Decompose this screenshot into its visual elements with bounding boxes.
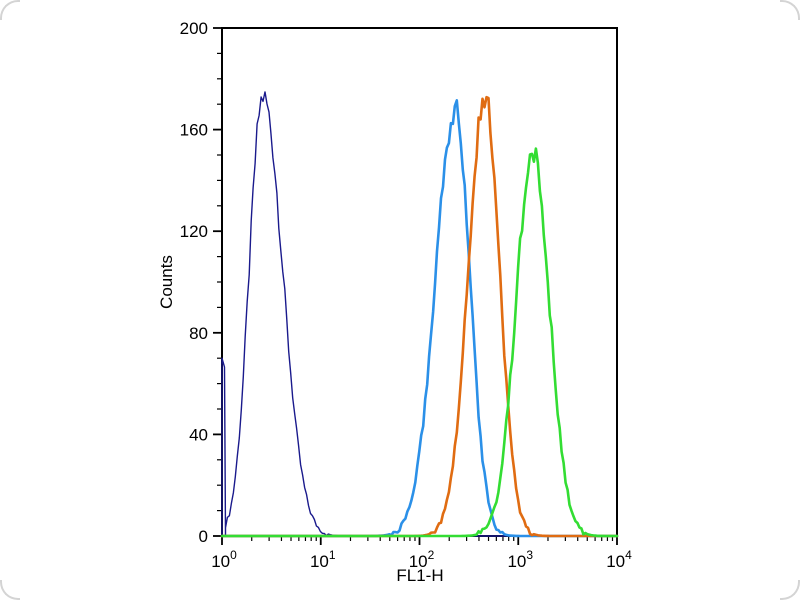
y-tick-label: 200 (180, 19, 208, 38)
x-axis-title: FL1-H (396, 566, 443, 585)
x-tick-label: 104 (606, 548, 632, 571)
y-tick-label: 0 (199, 527, 208, 546)
curves-layer (220, 91, 619, 538)
corner-decoration (0, 0, 20, 20)
plot-frame (221, 27, 618, 537)
y-tick-label: 80 (189, 324, 208, 343)
x-tick-label: 100 (211, 548, 237, 571)
x-tick-label: 101 (310, 548, 336, 571)
curve-negative-control-navy (221, 91, 618, 537)
y-tick-label: 40 (189, 425, 208, 444)
x-tick-label: 103 (507, 548, 533, 571)
curve-sample-orange (220, 95, 619, 538)
y-axis-title: Counts (157, 255, 176, 309)
curve-sample-blue (220, 99, 619, 538)
y-tick-label: 160 (180, 121, 208, 140)
x-tick-label: 102 (409, 548, 435, 571)
y-tick-label: 120 (180, 222, 208, 241)
curve-sample-green (220, 147, 619, 538)
